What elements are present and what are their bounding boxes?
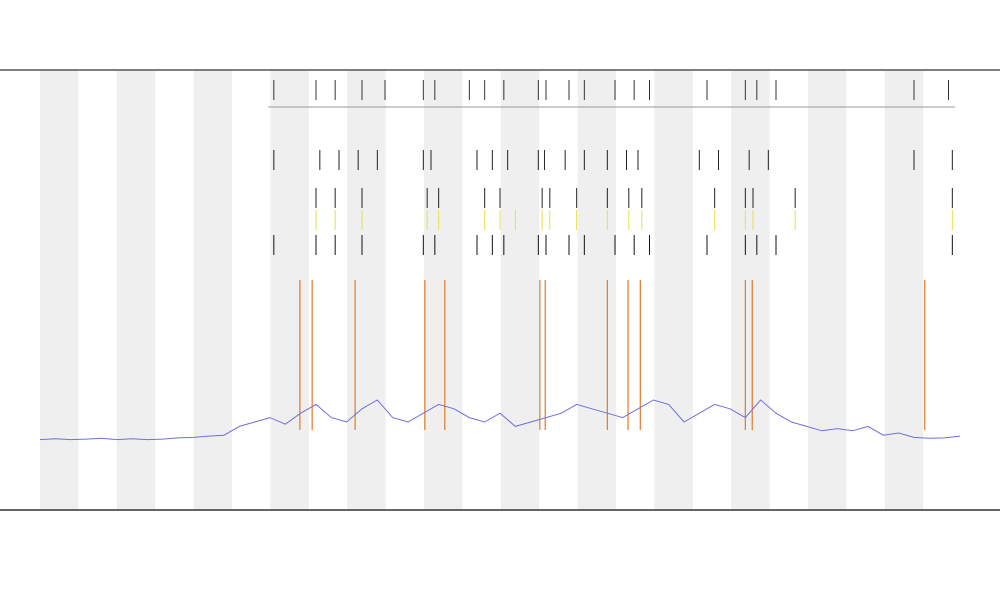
shade-band: [270, 70, 309, 510]
shade-band: [424, 70, 463, 510]
shade-band: [654, 70, 693, 510]
shade-band: [116, 70, 156, 510]
shade-band: [808, 70, 847, 510]
shade-band: [40, 70, 79, 510]
shade-band: [884, 70, 924, 510]
shade-band: [577, 70, 616, 510]
shade-band: [193, 70, 232, 510]
shade-band: [500, 70, 540, 510]
data-line: [39, 399, 961, 441]
shade-band: [731, 70, 770, 510]
shade-band: [347, 70, 386, 510]
